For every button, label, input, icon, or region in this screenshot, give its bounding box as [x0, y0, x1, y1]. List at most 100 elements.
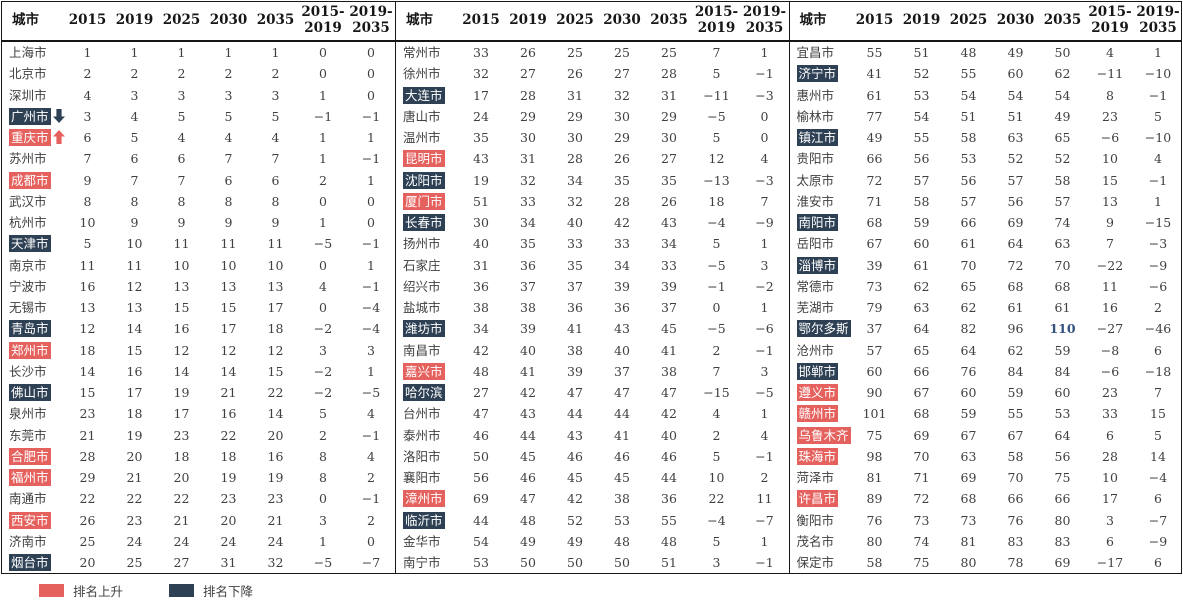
- city-cell: 泰州市: [403, 427, 441, 443]
- rank-cell: 38: [473, 300, 489, 316]
- column-header-city: 城市: [2, 2, 64, 43]
- rank-cell: 17: [173, 406, 190, 422]
- rank-cell: 4: [367, 448, 375, 464]
- rank-cell: 27: [473, 385, 489, 401]
- rank-cell: 16: [1102, 300, 1118, 316]
- city-highlight-down: 大连市: [403, 86, 445, 104]
- rank-cell: 68: [960, 491, 977, 507]
- column-header: 2019: [504, 2, 552, 43]
- city-cell: 杭州市: [9, 215, 47, 231]
- rank-cell: 28: [520, 87, 536, 103]
- table-row: 武汉市 8 8 8 8 8 0 0: [2, 191, 395, 212]
- city-cell: 合肥市: [2, 446, 64, 467]
- table-row: 淮安市 71 58 57 56 57 13 1: [789, 191, 1182, 212]
- city-highlight-up: 重庆市: [9, 129, 51, 147]
- rank-cell: 53: [1054, 406, 1071, 422]
- column-header: 2015- 2019: [299, 2, 347, 43]
- rank-cell: 70: [960, 257, 977, 273]
- rank-cell: 9: [224, 215, 233, 231]
- rank-cell: 37: [661, 300, 677, 316]
- rank-cell: 66: [866, 151, 883, 167]
- city-cell: 宁波市: [9, 278, 47, 294]
- rank-cell: 20: [173, 470, 190, 486]
- rank-cell: 3: [271, 87, 280, 103]
- rank-cell: 7: [712, 45, 721, 61]
- rank-cell: 19: [173, 385, 190, 401]
- rank-cell: 14: [1150, 448, 1166, 464]
- rank-cell: −1: [707, 278, 726, 294]
- rank-cell: 2: [177, 66, 186, 82]
- rank-cell: 98: [866, 448, 883, 464]
- rank-cell: 63: [913, 300, 930, 316]
- rank-cell: 1: [319, 151, 327, 167]
- rank-cell: 11: [126, 257, 143, 273]
- rank-cell: 7: [177, 172, 186, 188]
- table-row: 合肥市 28 20 18 18 16 8 4: [2, 446, 395, 467]
- rank-cell: 53: [960, 151, 977, 167]
- rank-cell: 47: [614, 385, 630, 401]
- city-cell: 南京市: [9, 257, 47, 273]
- rank-cell: 65: [913, 342, 930, 358]
- rank-cell: 42: [473, 342, 489, 358]
- rank-cell: 33: [567, 236, 583, 252]
- rank-cell: 59: [960, 406, 977, 422]
- rank-cell: 11: [173, 236, 190, 252]
- rank-cell: 26: [614, 151, 630, 167]
- rank-cell: 84: [1007, 363, 1024, 379]
- rank-cell: −5: [707, 108, 726, 124]
- rank-down-arrow-icon: [52, 108, 65, 123]
- city-highlight-down: 镇江市: [796, 129, 839, 147]
- rank-cell: 21: [79, 427, 96, 443]
- rank-cell: 46: [661, 448, 677, 464]
- rank-cell: 50: [1054, 45, 1071, 61]
- rank-cell: 4: [712, 406, 721, 422]
- rank-cell: 0: [319, 193, 327, 209]
- rank-cell: 49: [1054, 108, 1071, 124]
- rank-cell: 2: [367, 470, 375, 486]
- rank-cell: 9: [177, 215, 186, 231]
- rank-cell: 50: [567, 555, 583, 571]
- rank-cell: 5: [1154, 427, 1162, 443]
- rank-cell: 25: [614, 45, 630, 61]
- rank-cell: 52: [913, 66, 930, 82]
- rank-cell: −6: [1100, 130, 1120, 146]
- rank-cell: 64: [913, 321, 930, 337]
- rank-cell: 40: [614, 342, 630, 358]
- table-row: 北京市 2 2 2 2 2 0 0: [2, 63, 395, 84]
- column-header: 2015- 2019: [692, 2, 741, 43]
- table-row: 邯郸市 60 66 76 84 84 −6 −18: [789, 361, 1182, 382]
- table-row: 嘉兴市 48 41 39 37 38 7 3: [396, 361, 789, 382]
- city-highlight-up: 成都市: [9, 171, 51, 189]
- panel-middle: 城市 2015 2019 2025 2030 2035 2015- 2019 2019- 20…: [395, 2, 789, 574]
- rank-cell: 18: [708, 193, 725, 209]
- rank-cell: 34: [661, 236, 677, 252]
- legend-item-up: 排名上升: [39, 581, 123, 600]
- rank-cell: 11: [220, 236, 237, 252]
- rank-cell: 2: [83, 66, 92, 82]
- rank-cell: 71: [913, 470, 930, 486]
- rank-cell: 5: [1154, 108, 1162, 124]
- rank-cell: 22: [126, 491, 143, 507]
- rank-cell: 12: [173, 342, 190, 358]
- rank-cell: 49: [567, 533, 583, 549]
- rank-cell: 58: [960, 130, 977, 146]
- rank-cell: 54: [1007, 87, 1024, 103]
- rank-cell: 36: [614, 300, 630, 316]
- rank-cell: 5: [712, 130, 721, 146]
- table-row: 惠州市 61 53 54 54 54 8 −1: [789, 85, 1182, 106]
- rank-down-swatch-icon: [169, 584, 195, 598]
- city-highlight-up: 昆明市: [403, 150, 445, 168]
- rank-cell: 29: [661, 108, 677, 124]
- table-row: 济南市 25 24 24 24 24 1 0: [2, 531, 395, 552]
- rank-cell: 2: [712, 427, 721, 443]
- rank-cell: 6: [271, 172, 280, 188]
- rank-cell: 52: [567, 512, 583, 528]
- rank-cell: 54: [473, 533, 489, 549]
- city-cell: 赣州市: [789, 403, 851, 424]
- rank-cell: 61: [913, 257, 930, 273]
- rank-cell: 15: [126, 342, 143, 358]
- city-cell: 遵义市: [789, 382, 851, 403]
- rank-cell: 25: [79, 533, 96, 549]
- city-highlight-up: 赣州市: [796, 405, 839, 423]
